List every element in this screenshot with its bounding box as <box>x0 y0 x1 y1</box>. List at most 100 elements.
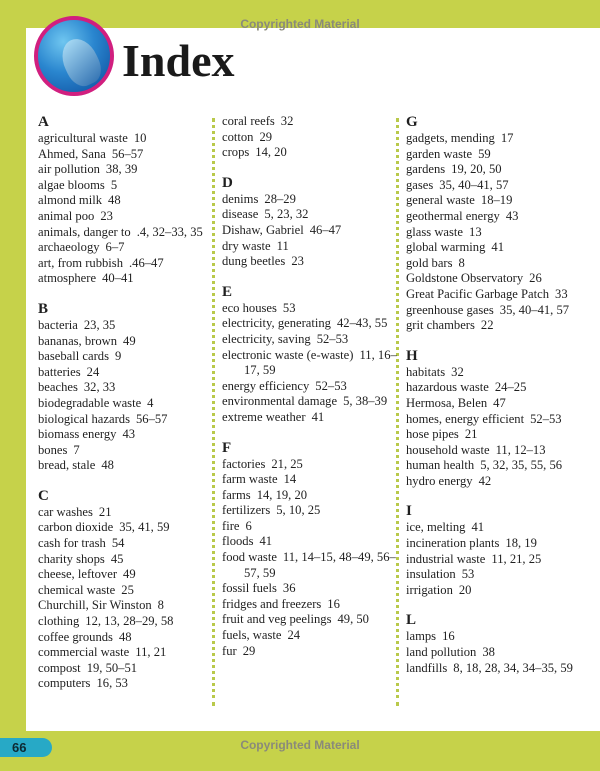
index-entry: human health 5, 32, 35, 55, 56 <box>406 458 582 474</box>
entry-pages: 19, 50–51 <box>86 660 138 675</box>
entry-term: air pollution <box>38 162 100 177</box>
entry-pages: 8 <box>458 255 465 270</box>
entry-term: agricultural waste <box>38 131 128 145</box>
entry-pages: 35, 41, 59 <box>119 520 170 535</box>
entry-term: environmental damage <box>222 394 338 409</box>
entry-pages: 47 <box>493 395 506 410</box>
index-entry: fire 6 <box>222 519 398 535</box>
entry-pages: 4 <box>147 395 154 410</box>
entry-pages: 11, 12–13 <box>495 442 546 457</box>
entry-pages: 18, 19 <box>505 536 537 551</box>
index-entry: chemical waste 25 <box>38 583 214 599</box>
index-entry: electricity, generating 42–43, 55 <box>222 316 398 332</box>
entry-pages: 5 <box>110 177 118 192</box>
index-entry: lamps 16 <box>406 629 582 645</box>
entry-pages: 21 <box>464 427 478 442</box>
entry-pages: 23, 35 <box>83 317 116 332</box>
entry-term: algae blooms <box>38 177 105 192</box>
entry-pages: 29 <box>259 129 273 144</box>
entry-pages: 14, 19, 20 <box>256 487 308 502</box>
entry-pages: 8, 18, 28, 34, 34–35, 59 <box>453 660 573 675</box>
entry-pages: 42–43, 55 <box>336 316 388 331</box>
entry-pages: 25 <box>121 582 134 597</box>
index-entry: Churchill, Sir Winston 8 <box>38 598 214 614</box>
index-entry: bones 7 <box>38 443 214 459</box>
entry-pages: 5, 38–39 <box>343 394 388 409</box>
index-entry: compost 19, 50–51 <box>38 661 214 677</box>
entry-pages: 35, 40–41, 57 <box>439 177 509 192</box>
entry-pages: 56–57 <box>111 146 144 161</box>
entry-pages: 11, 16–17, 59 <box>244 347 397 378</box>
index-entry: carbon dioxide 35, 41, 59 <box>38 520 214 536</box>
entry-term: gases <box>406 177 434 192</box>
entry-pages: 9 <box>114 349 122 364</box>
section-letter: L <box>406 612 417 629</box>
entry-term: commercial waste <box>38 645 130 660</box>
entry-term: farms <box>222 487 251 502</box>
entry-pages: 53 <box>282 300 296 315</box>
entry-pages: 29 <box>242 643 256 658</box>
entry-term: lamps <box>406 629 437 644</box>
entry-term: clothing <box>38 614 80 629</box>
entry-term: Hermosa, Belen <box>406 395 488 410</box>
entry-pages: 43 <box>122 427 136 442</box>
entry-pages: 21, 25 <box>271 456 303 471</box>
index-entry: ice, melting 41 <box>406 520 582 536</box>
section-letter: F <box>222 439 232 456</box>
index-entry: animals, danger to .4, 32–33, 35 <box>38 225 214 241</box>
entry-term: fur <box>222 643 237 658</box>
index-entry: coral reefs 32 <box>222 114 398 130</box>
entry-pages: 49, 50 <box>337 612 369 627</box>
entry-term: cotton <box>222 129 254 144</box>
entry-pages: 5, 23, 32 <box>264 207 309 222</box>
entry-pages: 24 <box>86 364 100 379</box>
entry-pages: 32, 33 <box>83 380 116 395</box>
index-entry: fuels, waste 24 <box>222 628 398 644</box>
entry-term: ice, melting <box>406 520 466 535</box>
index-entry: crops 14, 20 <box>222 145 398 161</box>
entry-term: Great Pacific Garbage Patch <box>406 286 550 301</box>
index-entry: biodegradable waste 4 <box>38 396 214 412</box>
index-entry: household waste 11, 12–13 <box>406 443 582 459</box>
entry-term: car washes <box>38 504 93 519</box>
entry-pages: 32 <box>280 114 294 128</box>
entry-pages: 6–7 <box>105 240 125 255</box>
index-entry: factories 21, 25 <box>222 457 398 473</box>
entry-term: fridges and freezers <box>222 596 322 611</box>
copyright-top: Copyrighted Material <box>240 17 360 31</box>
index-entry: garden waste 59 <box>406 147 582 163</box>
entry-term: compost <box>38 660 81 675</box>
index-entry: bananas, brown 49 <box>38 334 214 350</box>
entry-term: dry waste <box>222 238 271 253</box>
index-entry: Hermosa, Belen 47 <box>406 396 582 412</box>
index-entry: dung beetles 23 <box>222 254 398 270</box>
entry-pages: 14, 20 <box>255 145 287 160</box>
entry-term: atmosphere <box>38 271 97 286</box>
entry-term: Goldstone Observatory <box>406 271 524 286</box>
index-entry: greenhouse gases 35, 40–41, 57 <box>406 303 582 319</box>
index-entry: environmental damage 5, 38–39 <box>222 394 398 410</box>
index-entry: disease 5, 23, 32 <box>222 207 398 223</box>
entry-pages: 13 <box>469 224 482 239</box>
entry-term: fuels, waste <box>222 628 282 643</box>
index-entry: global warming 41 <box>406 240 582 256</box>
index-entry: gadgets, mending 17 <box>406 131 582 147</box>
entry-term: art, from rubbish <box>38 255 123 270</box>
index-entry: glass waste 13 <box>406 225 582 241</box>
entry-term: cheese, leftover <box>38 567 118 582</box>
entry-pages: 41 <box>311 409 325 424</box>
page-number: 66 <box>0 738 52 757</box>
entry-term: glass waste <box>406 224 464 239</box>
entry-pages: 20 <box>458 582 472 597</box>
index-entry: fruit and veg peelings 49, 50 <box>222 612 398 628</box>
index-entry: cheese, leftover 49 <box>38 567 214 583</box>
index-entry: biomass energy 43 <box>38 427 214 443</box>
page-panel <box>26 28 600 731</box>
section-letter: D <box>222 174 233 191</box>
entry-term: cash for trash <box>38 536 106 551</box>
section-letter: C <box>38 487 49 504</box>
index-entry: habitats 32 <box>406 365 582 381</box>
entry-pages: 8 <box>157 598 164 613</box>
entry-pages: 14 <box>283 472 297 487</box>
index-entry: dry waste 11 <box>222 239 398 255</box>
